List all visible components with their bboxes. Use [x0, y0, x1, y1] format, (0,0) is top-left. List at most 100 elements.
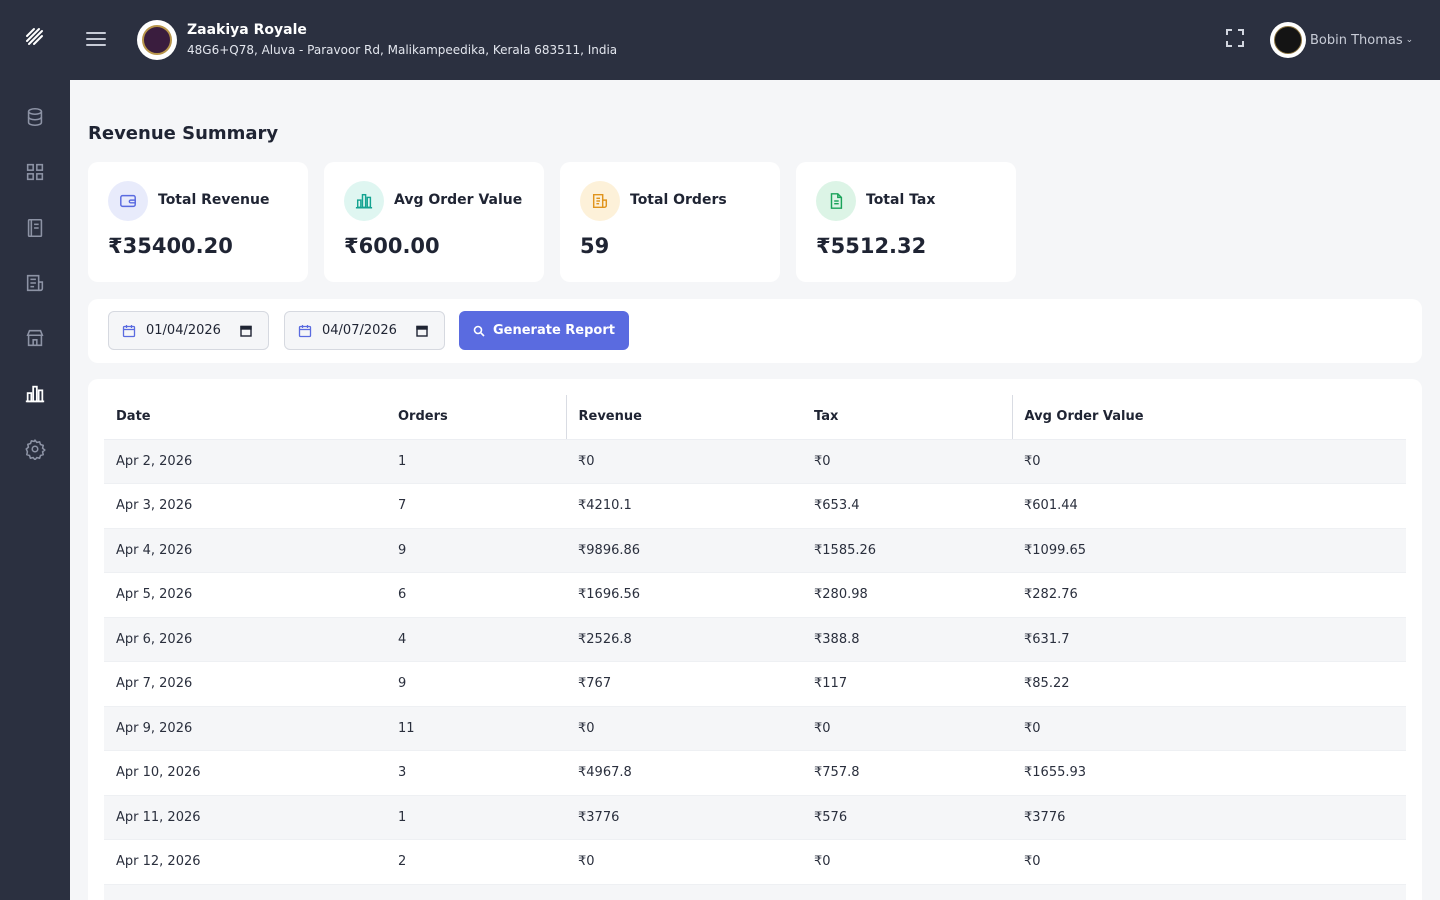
cell-avg-order-value: ₹1099.65 [1012, 528, 1406, 573]
cell-orders: 11 [386, 706, 566, 751]
table-row: Apr 2, 2026 1 ₹0 ₹0 ₹0 [104, 439, 1406, 484]
card-total-tax: Total Tax ₹5512.32 [796, 162, 1016, 282]
cell-avg-order-value: ₹85.22 [1012, 661, 1406, 707]
store-icon [26, 329, 44, 347]
topbar: Zaakiya Royale 48G6+Q78, Aluva - Paravoo… [70, 0, 1440, 80]
menu-toggle-icon[interactable] [86, 28, 106, 52]
cell-revenue: ₹4967.8 [566, 750, 802, 796]
cell-revenue: ₹1696.56 [566, 572, 802, 618]
cell-tax [802, 884, 1012, 900]
cell-revenue: ₹4210.1 [566, 483, 802, 529]
card-label: Total Tax [866, 192, 936, 208]
cell-date: Apr 5, 2026 [104, 572, 386, 618]
grid-icon [26, 163, 44, 181]
sidebar-item-store[interactable] [23, 326, 47, 350]
column-header-avg-order-value[interactable]: Avg Order Value [1011, 395, 1406, 440]
column-header-date[interactable]: Date [104, 395, 386, 440]
sidebar [0, 0, 70, 900]
wallet-icon [108, 181, 148, 221]
cell-revenue: ₹0 [566, 439, 802, 484]
avatar [1270, 22, 1306, 58]
card-total-revenue: Total Revenue ₹35400.20 [88, 162, 308, 282]
revenue-table: Date Orders Revenue Tax Avg Order Value … [104, 395, 1406, 900]
table-header-row: Date Orders Revenue Tax Avg Order Value [104, 395, 1406, 440]
cell-tax: ₹388.8 [802, 617, 1012, 662]
cell-tax: ₹0 [802, 439, 1012, 484]
table-row: Apr 4, 2026 9 ₹9896.86 ₹1585.26 ₹1099.65 [104, 528, 1406, 573]
cell-revenue: ₹3776 [566, 795, 802, 840]
cell-orders: 1 [386, 439, 566, 484]
cell-date: Apr 9, 2026 [104, 706, 386, 751]
table-row: Apr 7, 2026 9 ₹767 ₹117 ₹85.22 [104, 661, 1406, 707]
card-value: ₹35400.20 [108, 234, 233, 258]
sidebar-item-menu[interactable] [23, 216, 47, 240]
start-date-value: 01/04/2026 [146, 323, 221, 338]
column-header-tax[interactable]: Tax [802, 395, 1012, 440]
cell-orders: 3 [386, 750, 566, 796]
cell-orders: 1 [386, 795, 566, 840]
user-name: Bobin Thomas [1310, 32, 1403, 48]
cell-date [104, 884, 386, 900]
store-name: Zaakiya Royale [187, 22, 307, 38]
date-picker-icon[interactable] [240, 325, 252, 337]
card-value: ₹5512.32 [816, 234, 927, 258]
card-value: 59 [580, 234, 610, 258]
cell-date: Apr 3, 2026 [104, 483, 386, 529]
cell-avg-order-value: ₹1655.93 [1012, 750, 1406, 796]
gear-icon [25, 439, 46, 460]
column-header-revenue[interactable]: Revenue [565, 395, 802, 440]
cell-revenue: ₹0 [566, 839, 802, 885]
calendar-icon [122, 324, 136, 337]
date-picker-icon[interactable] [416, 325, 428, 337]
cell-tax: ₹757.8 [802, 750, 1012, 796]
cell-date: Apr 2, 2026 [104, 439, 386, 484]
cell-revenue: ₹767 [566, 661, 802, 707]
user-menu[interactable]: Bobin Thomas ⌄ [1270, 22, 1413, 58]
page-title: Revenue Summary [88, 123, 279, 144]
cell-avg-order-value: ₹282.76 [1012, 572, 1406, 618]
sidebar-item-orders[interactable] [23, 271, 47, 295]
card-value: ₹600.00 [344, 234, 440, 258]
cell-tax: ₹0 [802, 839, 1012, 885]
store-address: 48G6+Q78, Aluva - Paravoor Rd, Malikampe… [187, 43, 618, 57]
cell-revenue: ₹0 [566, 706, 802, 751]
sidebar-item-dashboard[interactable] [23, 160, 47, 184]
fullscreen-icon[interactable] [1225, 28, 1245, 48]
cell-date: Apr 6, 2026 [104, 617, 386, 662]
column-header-orders[interactable]: Orders [386, 395, 566, 440]
table-row: Apr 12, 2026 2 ₹0 ₹0 ₹0 [104, 839, 1406, 885]
store-avatar [137, 20, 177, 60]
table-row: Apr 6, 2026 4 ₹2526.8 ₹388.8 ₹631.7 [104, 617, 1406, 662]
sidebar-item-settings[interactable] [23, 437, 47, 461]
cell-date: Apr 11, 2026 [104, 795, 386, 840]
end-date-value: 04/07/2026 [322, 323, 397, 338]
card-label: Total Orders [630, 192, 727, 208]
app-logo-icon[interactable] [22, 24, 48, 50]
chevron-down-icon: ⌄ [1405, 35, 1414, 45]
revenue-table-card: Date Orders Revenue Tax Avg Order Value … [88, 379, 1422, 900]
cell-date: Apr 12, 2026 [104, 839, 386, 885]
cell-avg-order-value: ₹631.7 [1012, 617, 1406, 662]
cell-date: Apr 7, 2026 [104, 661, 386, 707]
cell-orders [386, 884, 566, 900]
bar-chart-icon [25, 385, 45, 403]
generate-report-button[interactable]: Generate Report [459, 311, 629, 350]
table-row: Apr 11, 2026 1 ₹3776 ₹576 ₹3776 [104, 795, 1406, 840]
bar-chart-icon [344, 181, 384, 221]
search-icon [473, 325, 485, 337]
sidebar-item-database[interactable] [23, 105, 47, 129]
database-icon [27, 107, 43, 127]
end-date-input[interactable]: 04/07/2026 [284, 311, 445, 350]
card-total-orders: Total Orders 59 [560, 162, 780, 282]
start-date-input[interactable]: 01/04/2026 [108, 311, 269, 350]
cell-tax: ₹576 [802, 795, 1012, 840]
sidebar-item-reports[interactable] [23, 382, 47, 406]
cell-avg-order-value: ₹0 [1012, 439, 1406, 484]
cell-date: Apr 10, 2026 [104, 750, 386, 796]
generate-report-label: Generate Report [493, 323, 615, 338]
table-row: Apr 9, 2026 11 ₹0 ₹0 ₹0 [104, 706, 1406, 751]
cell-avg-order-value: ₹0 [1012, 706, 1406, 751]
cell-revenue: ₹2526.8 [566, 617, 802, 662]
cell-avg-order-value: ₹601.44 [1012, 483, 1406, 529]
book-icon [27, 218, 43, 238]
